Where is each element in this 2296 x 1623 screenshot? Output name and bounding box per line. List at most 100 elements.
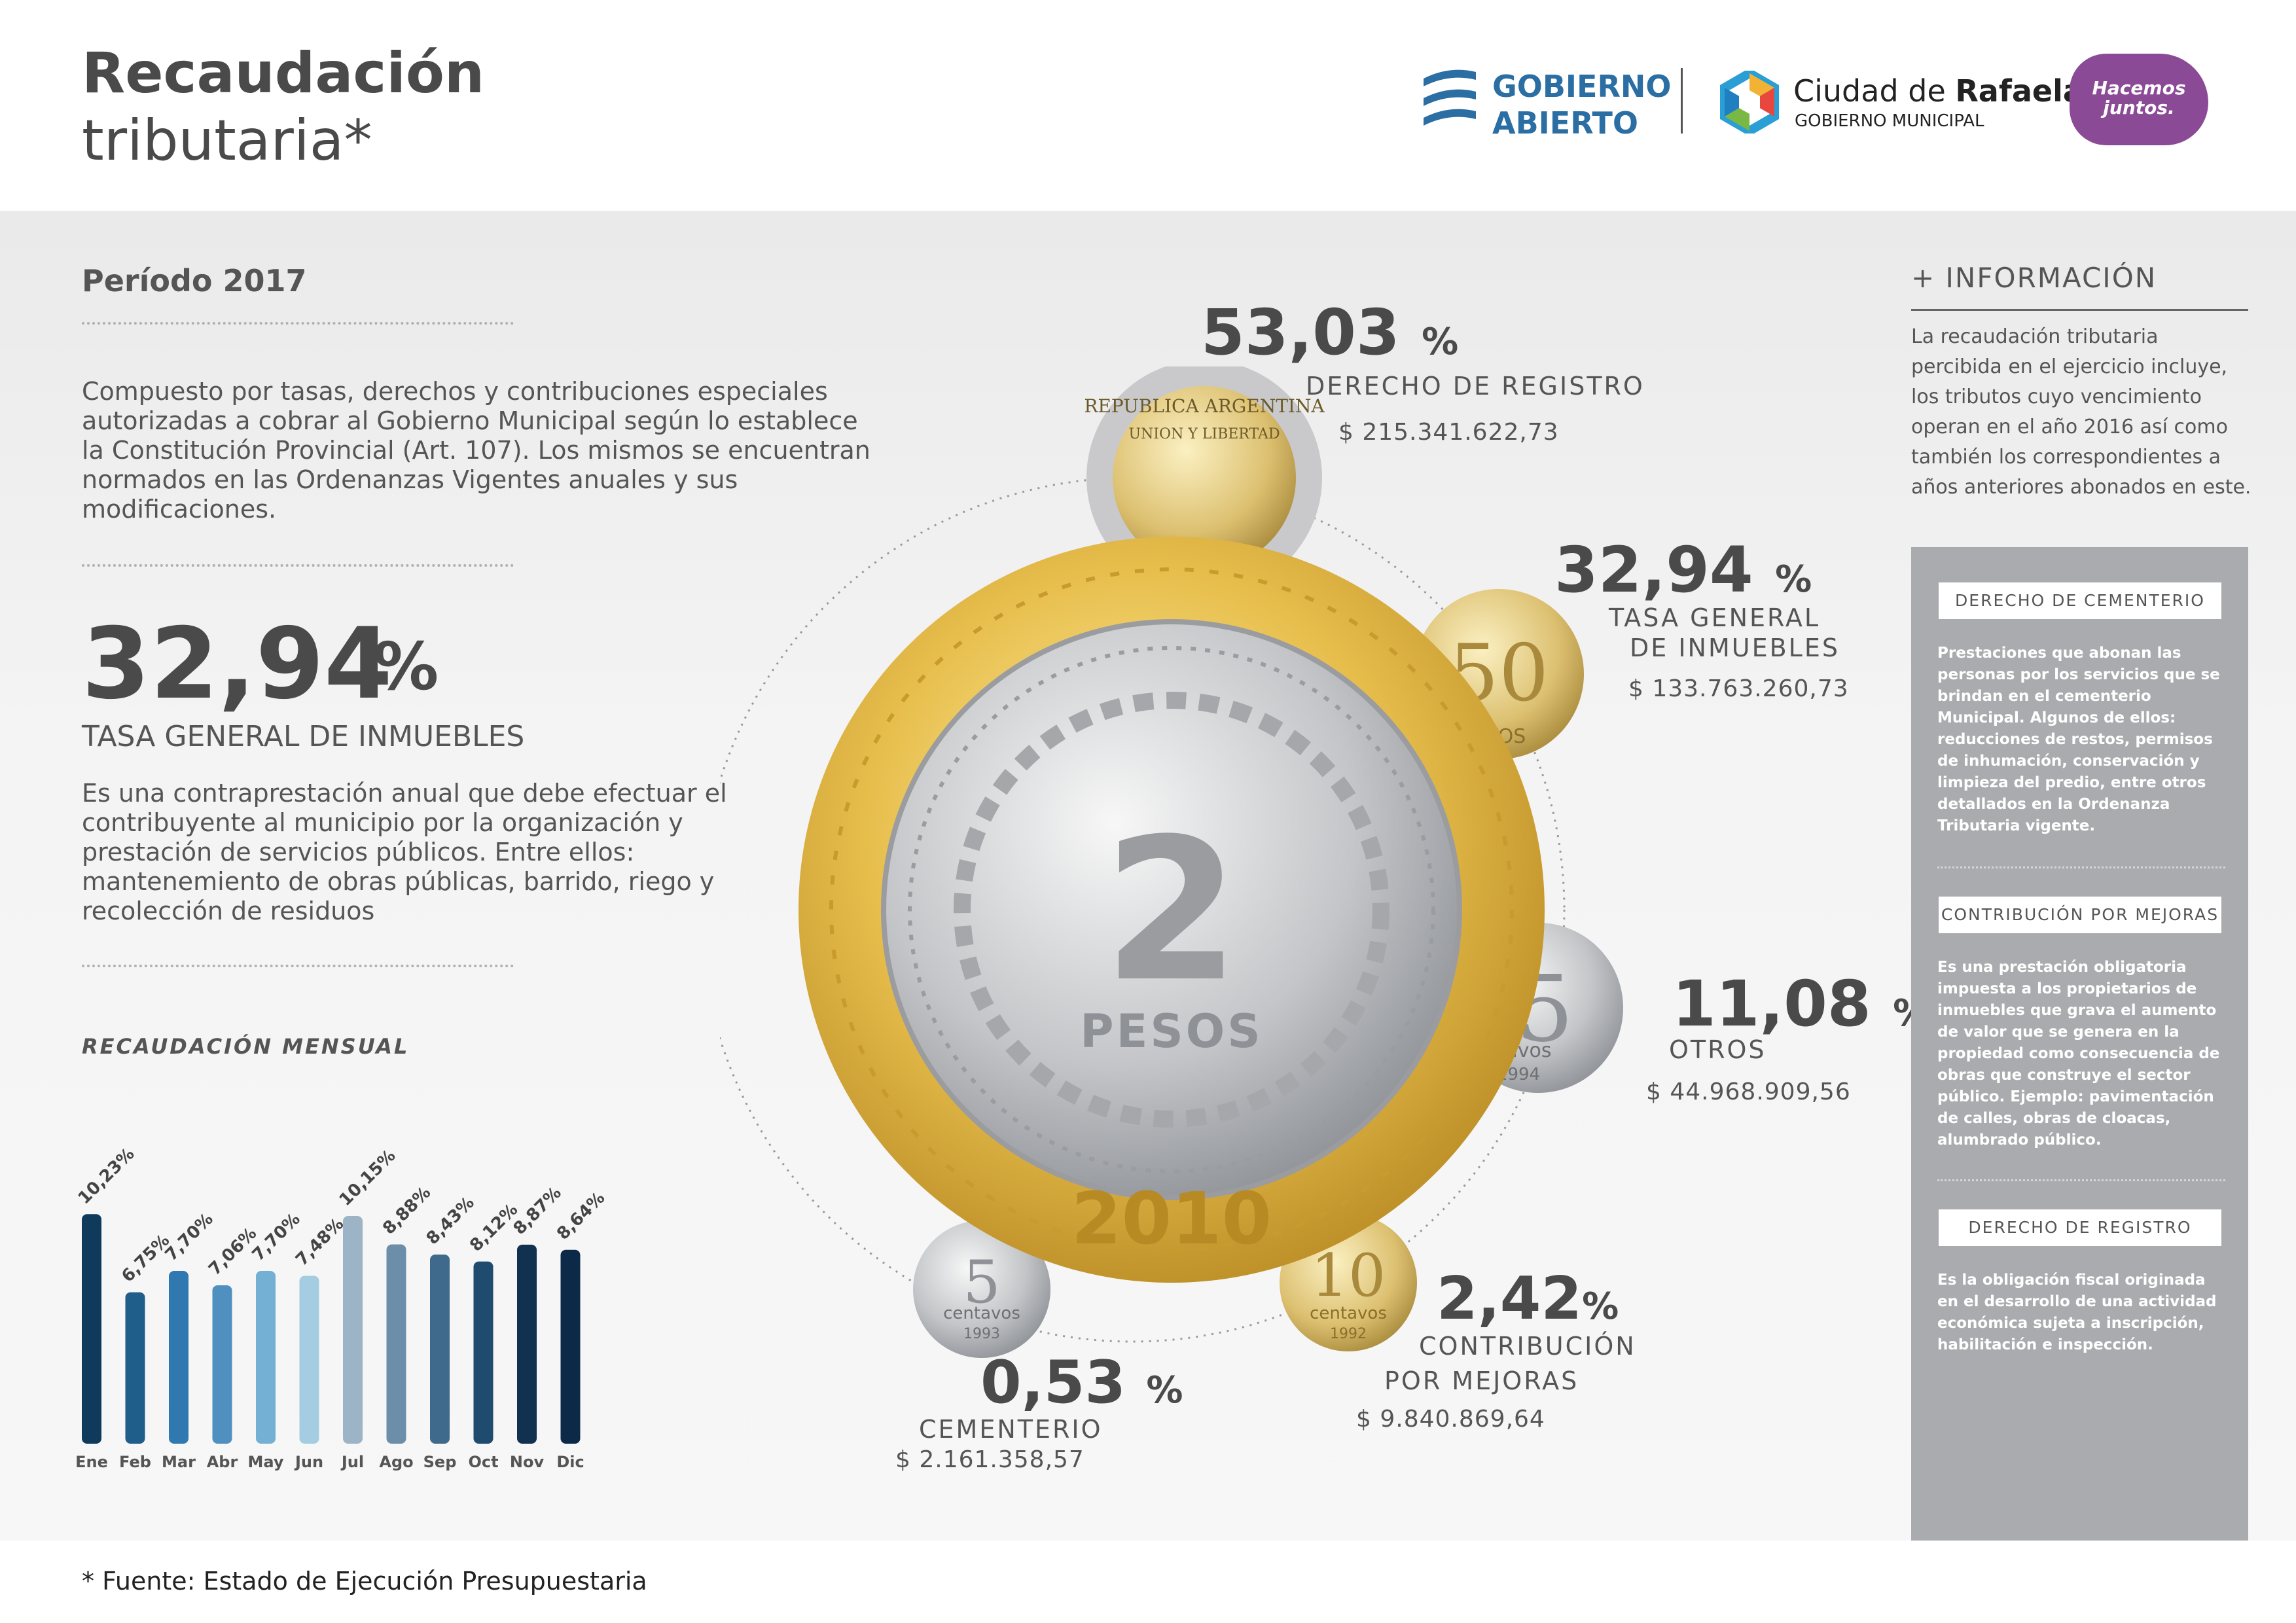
segment-cementerio-label: CEMENTERIO [919, 1415, 1103, 1444]
segment-otros-label: OTROS [1669, 1035, 1767, 1064]
highlight-label: TASA GENERAL DE INMUEBLES [82, 720, 525, 753]
coin-value: 2 [1103, 796, 1240, 1025]
x-tick-label: Sep [423, 1453, 457, 1471]
logo-ga-line2: ABIERTO [1492, 105, 1639, 141]
bar-mar [169, 1271, 188, 1444]
coin5b-text: 5 [963, 1248, 1000, 1317]
segment-registro-amount: $ 215.341.622,73 [1338, 419, 1559, 446]
segment-mejoras-label-line1: CONTRIBUCIÓN [1419, 1332, 1636, 1361]
logo-city-pre: Ciudad de [1793, 73, 1956, 109]
bar-feb [125, 1292, 145, 1444]
definition-divider [1937, 866, 2225, 868]
coin5b-sub: centavos [943, 1304, 1020, 1323]
segment-mejoras-percentage: 2,42% [1437, 1264, 1619, 1333]
segment-registro-label: DERECHO DE REGISTRO [1306, 372, 1645, 401]
definition-divider [1937, 1179, 2225, 1181]
logo-city-bold: Rafaela [1955, 73, 2083, 109]
coin10-year: 1992 [1330, 1326, 1367, 1342]
rafaela-hexagon-logo-icon [1720, 71, 1779, 134]
segment-otros-pct-value: 11,08 [1672, 967, 1871, 1041]
bar-value-label: 10,23% [75, 1144, 139, 1208]
highlight-percentage-unit: % [373, 628, 439, 705]
segment-registro-pct-value: 53,03 [1201, 296, 1400, 369]
definition-label-registro: DERECHO DE REGISTRO [1939, 1209, 2221, 1246]
monthly-revenue-bar-chart: 10,23%Ene6,75%Feb7,70%Mar7,06%Abr7,70%Ma… [75, 1144, 609, 1471]
bar-value-label: 6,75% [118, 1231, 173, 1287]
info-divider [1911, 309, 2248, 311]
bar-ago [386, 1244, 406, 1444]
coin1-text: REPUBLICA ARGENTINA [1084, 395, 1325, 417]
page-title: Recaudación [82, 41, 485, 106]
bar-value-label: 10,15% [336, 1146, 400, 1210]
period-heading: Período 2017 [82, 263, 307, 298]
coin10-text: 10 [1311, 1241, 1386, 1310]
segment-otros-percentage: 11,08 % [1672, 967, 1929, 1041]
logo-separator [1681, 68, 1683, 134]
definition-label-cementerio: DERECHO DE CEMENTERIO [1939, 582, 2221, 619]
bar-abr [212, 1285, 232, 1444]
chart-title: RECAUDACIÓN MENSUAL [82, 1034, 410, 1059]
hacemos-juntos-logo: Hacemos juntos. [2070, 54, 2208, 145]
segment-mejoras-pct-value: 2,42 [1437, 1264, 1583, 1333]
bar-sep [430, 1254, 450, 1444]
bar-ene [82, 1214, 101, 1444]
coin5b-year: 1993 [963, 1326, 1000, 1342]
segment-cementerio-percentage: 0,53 % [980, 1348, 1183, 1417]
x-tick-label: Abr [207, 1453, 238, 1471]
x-tick-label: Jun [294, 1453, 323, 1471]
coin-illustration: REPUBLICA ARGENTINA UNION Y LIBERTAD 50 … [720, 366, 1623, 1358]
intro-text: Compuesto por tasas, derechos y contribu… [82, 377, 870, 524]
segment-mejoras-pct-unit: % [1582, 1285, 1619, 1328]
gobierno-abierto-logo-icon [1424, 69, 1476, 126]
bar-oct [473, 1261, 493, 1444]
source-footnote: * Fuente: Estado de Ejecución Presupuest… [82, 1567, 647, 1596]
segment-cementerio-amount: $ 2.161.358,57 [895, 1446, 1085, 1473]
segment-mejoras-amount: $ 9.840.869,64 [1356, 1406, 1545, 1433]
x-tick-label: Mar [162, 1453, 196, 1471]
definition-text-registro: Es la obligación fiscal originada en el … [1937, 1272, 2217, 1353]
x-tick-label: Nov [510, 1453, 545, 1471]
segment-inmuebles-label-line2: DE INMUEBLES [1630, 633, 1840, 662]
bar-jul [343, 1216, 363, 1444]
definition-text-mejoras: Es una prestación obligatoria impuesta a… [1937, 959, 2220, 1149]
coin1b-text: UNION Y LIBERTAD [1129, 426, 1280, 442]
rafaela-logo-sub: GOBIERNO MUNICIPAL [1795, 111, 1984, 131]
bar-value-label: 7,70% [162, 1209, 217, 1265]
segment-registro-percentage: 53,03 % [1201, 296, 1458, 369]
logo-hj-line2: juntos. [2103, 97, 2175, 118]
segment-inmuebles-pct-unit: % [1775, 558, 1812, 601]
segment-cementerio-pct-unit: % [1146, 1369, 1183, 1412]
bar-may [256, 1271, 276, 1444]
segment-otros-amount: $ 44.968.909,56 [1646, 1079, 1851, 1105]
page-subtitle: tributaria* [82, 108, 372, 173]
definition-text-cementerio: Prestaciones que abonan las personas por… [1937, 645, 2220, 834]
dotted-divider [82, 965, 514, 967]
x-tick-label: Ago [379, 1453, 413, 1471]
segment-inmuebles-amount: $ 133.763.260,73 [1628, 675, 1849, 702]
segment-inmuebles-pct-value: 32,94 [1554, 533, 1753, 607]
segment-cementerio-pct-value: 0,53 [980, 1348, 1126, 1417]
segment-inmuebles-percentage: 32,94 % [1554, 533, 1812, 607]
highlight-description: Es una contraprestación anual que debe e… [82, 779, 727, 925]
logo-hj-line1: Hacemos [2092, 77, 2186, 99]
coin-year: 2010 [1071, 1177, 1272, 1260]
x-tick-label: Oct [468, 1453, 498, 1471]
segment-inmuebles-label-line1: TASA GENERAL [1609, 603, 1821, 632]
dotted-divider [82, 564, 514, 567]
gobierno-abierto-logo: GOBIERNO ABIERTO [1492, 68, 1671, 141]
bar-dic [560, 1249, 581, 1444]
coin-5-centavos-small-icon: 5 centavos 1993 [913, 1221, 1050, 1358]
info-text: La recaudación tributaria percibida en e… [1911, 325, 2251, 499]
x-tick-label: Dic [556, 1453, 584, 1471]
x-tick-label: Feb [119, 1453, 151, 1471]
highlight-percentage: 32,94 [82, 607, 393, 721]
dotted-divider [82, 322, 514, 325]
segment-registro-pct-unit: % [1422, 321, 1459, 363]
header [0, 0, 2296, 211]
definition-label-mejoras: CONTRIBUCIÓN POR MEJORAS [1939, 897, 2221, 933]
coin10-sub: centavos [1310, 1304, 1387, 1323]
info-title: + INFORMACIÓN [1911, 262, 2157, 294]
x-tick-label: Ene [75, 1453, 108, 1471]
bar-jun [299, 1275, 319, 1444]
rafaela-logo: Ciudad de Rafaela [1793, 73, 2083, 109]
